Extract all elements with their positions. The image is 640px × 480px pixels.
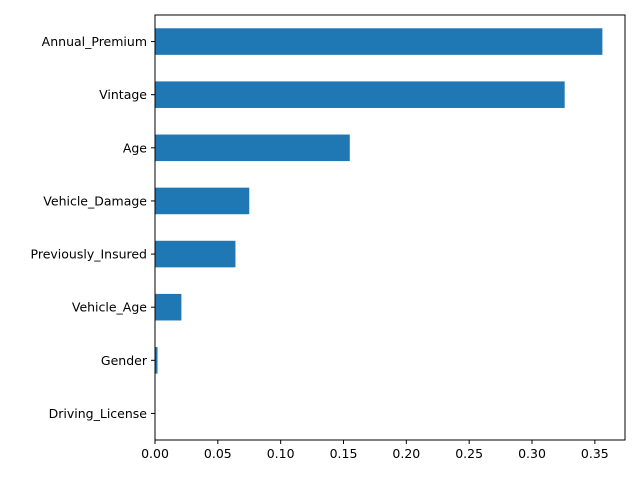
plot-background bbox=[155, 15, 625, 440]
bar-age bbox=[155, 134, 350, 162]
bar-gender bbox=[155, 347, 158, 374]
y-tick-label: Annual_Premium bbox=[42, 34, 147, 49]
y-tick-label: Age bbox=[123, 140, 147, 155]
bar-vehicle-age bbox=[155, 293, 182, 321]
x-tick-label: 0.30 bbox=[518, 446, 546, 461]
y-tick-label: Vehicle_Age bbox=[72, 300, 147, 315]
x-tick-label: 0.00 bbox=[141, 446, 169, 461]
x-tick-label: 0.05 bbox=[204, 446, 232, 461]
x-tick-label: 0.10 bbox=[267, 446, 295, 461]
x-axis: 0.00 0.05 0.10 0.15 0.20 0.25 0.30 0.35 bbox=[141, 440, 609, 461]
x-tick-label: 0.25 bbox=[455, 446, 483, 461]
bar-annual-premium bbox=[155, 28, 603, 55]
bar-previously-insured bbox=[155, 240, 236, 268]
y-tick-label: Previously_Insured bbox=[31, 247, 147, 262]
bars bbox=[155, 28, 603, 427]
bar-vehicle-damage bbox=[155, 187, 250, 215]
bar-vintage bbox=[155, 81, 565, 108]
y-axis: Annual_Premium Vintage Age Vehicle_Damage Pr… bbox=[31, 34, 155, 421]
y-tick-label: Vehicle_Damage bbox=[43, 193, 147, 208]
y-tick-label: Vintage bbox=[99, 87, 147, 102]
x-tick-label: 0.35 bbox=[581, 446, 609, 461]
y-tick-label: Gender bbox=[101, 353, 148, 368]
plot-frame bbox=[154, 14, 626, 441]
x-tick-label: 0.15 bbox=[330, 446, 358, 461]
y-tick-label: Driving_License bbox=[49, 406, 148, 421]
x-tick-label: 0.20 bbox=[392, 446, 420, 461]
